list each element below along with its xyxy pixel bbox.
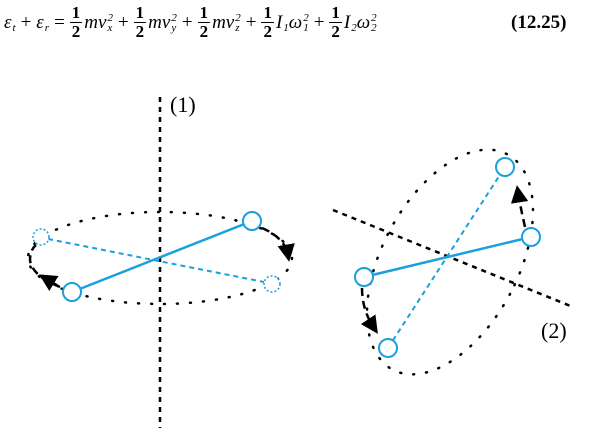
superscript: 2 (107, 12, 113, 25)
superscript: 2 (303, 12, 309, 25)
symbol-base: v (98, 11, 107, 33)
denominator: 2 (331, 22, 340, 41)
subscript: r (44, 22, 50, 35)
symbol: m (212, 12, 226, 34)
mass (378, 338, 398, 358)
subscript: 2 (351, 22, 357, 35)
numerator: 1 (197, 3, 211, 23)
superscript: 2 (171, 12, 177, 25)
axis-label: (2) (541, 318, 567, 343)
rotation-arrow (39, 274, 59, 291)
mass (263, 275, 281, 293)
symbol-base: I (343, 11, 351, 33)
symbol-base: I (275, 11, 283, 33)
symbol-base: v (161, 11, 171, 33)
symbol-base: m (148, 11, 162, 33)
subscript: 2 (371, 22, 377, 35)
mass (495, 157, 515, 177)
mass (242, 211, 262, 231)
operator: + (313, 11, 325, 33)
rotation-arrow (28, 244, 61, 289)
scripts: 2 (351, 13, 357, 35)
dumbbell-rod (71, 219, 253, 294)
dumbbell-rod (363, 235, 532, 279)
denominator: 2 (71, 22, 81, 41)
numerator: 1 (261, 3, 274, 23)
subscript: t (12, 22, 16, 35)
numerator: 1 (69, 3, 83, 23)
operator: = (54, 11, 65, 33)
symbol-base: ε (36, 11, 44, 33)
orbit (365, 148, 535, 376)
subscript: z (235, 22, 240, 35)
equation: ε t + ε r = 1 2 m v 2 x +1 2 m v 2 y +1 2 m v 2 z +1 2 I 1 ω 2 1 +1 2 I 2 ω… (4, 4, 377, 41)
symbol-base: v (225, 11, 235, 33)
subscript: y (171, 22, 177, 35)
symbol-base: ω (356, 11, 371, 33)
equation-number: (12.25) (511, 12, 567, 33)
denominator: 2 (263, 22, 272, 41)
operator: + (117, 11, 129, 33)
denominator: 2 (135, 22, 145, 41)
mass (32, 228, 50, 246)
axis-label: (1) (170, 92, 196, 117)
subscript: x (107, 22, 113, 35)
subscript: 1 (283, 22, 289, 35)
symbol-base: m (212, 11, 226, 33)
axis (332, 208, 574, 309)
mass (354, 267, 374, 287)
symbol: m (148, 12, 162, 34)
denominator: 2 (199, 22, 209, 41)
symbol: m (84, 12, 98, 34)
symbol-base: ω (288, 11, 303, 33)
rotation-arrow (360, 287, 378, 334)
rotation-arrow (261, 226, 295, 262)
mass (521, 227, 541, 247)
numerator: 1 (329, 3, 342, 23)
symbol-base: ε (4, 11, 12, 33)
superscript: 2 (235, 12, 241, 25)
operator: + (181, 11, 193, 33)
scripts: r (44, 13, 50, 35)
scripts: 1 (283, 13, 289, 35)
rotation-arrow (510, 185, 529, 228)
numerator: 1 (133, 3, 147, 23)
operator: + (20, 11, 32, 33)
mass (62, 282, 82, 302)
subscript: 1 (303, 22, 309, 35)
scripts: t (12, 13, 16, 35)
dumbbell-rod (47, 238, 265, 283)
operator: + (245, 11, 257, 33)
symbol-base: m (84, 11, 99, 33)
superscript: 2 (371, 12, 377, 25)
